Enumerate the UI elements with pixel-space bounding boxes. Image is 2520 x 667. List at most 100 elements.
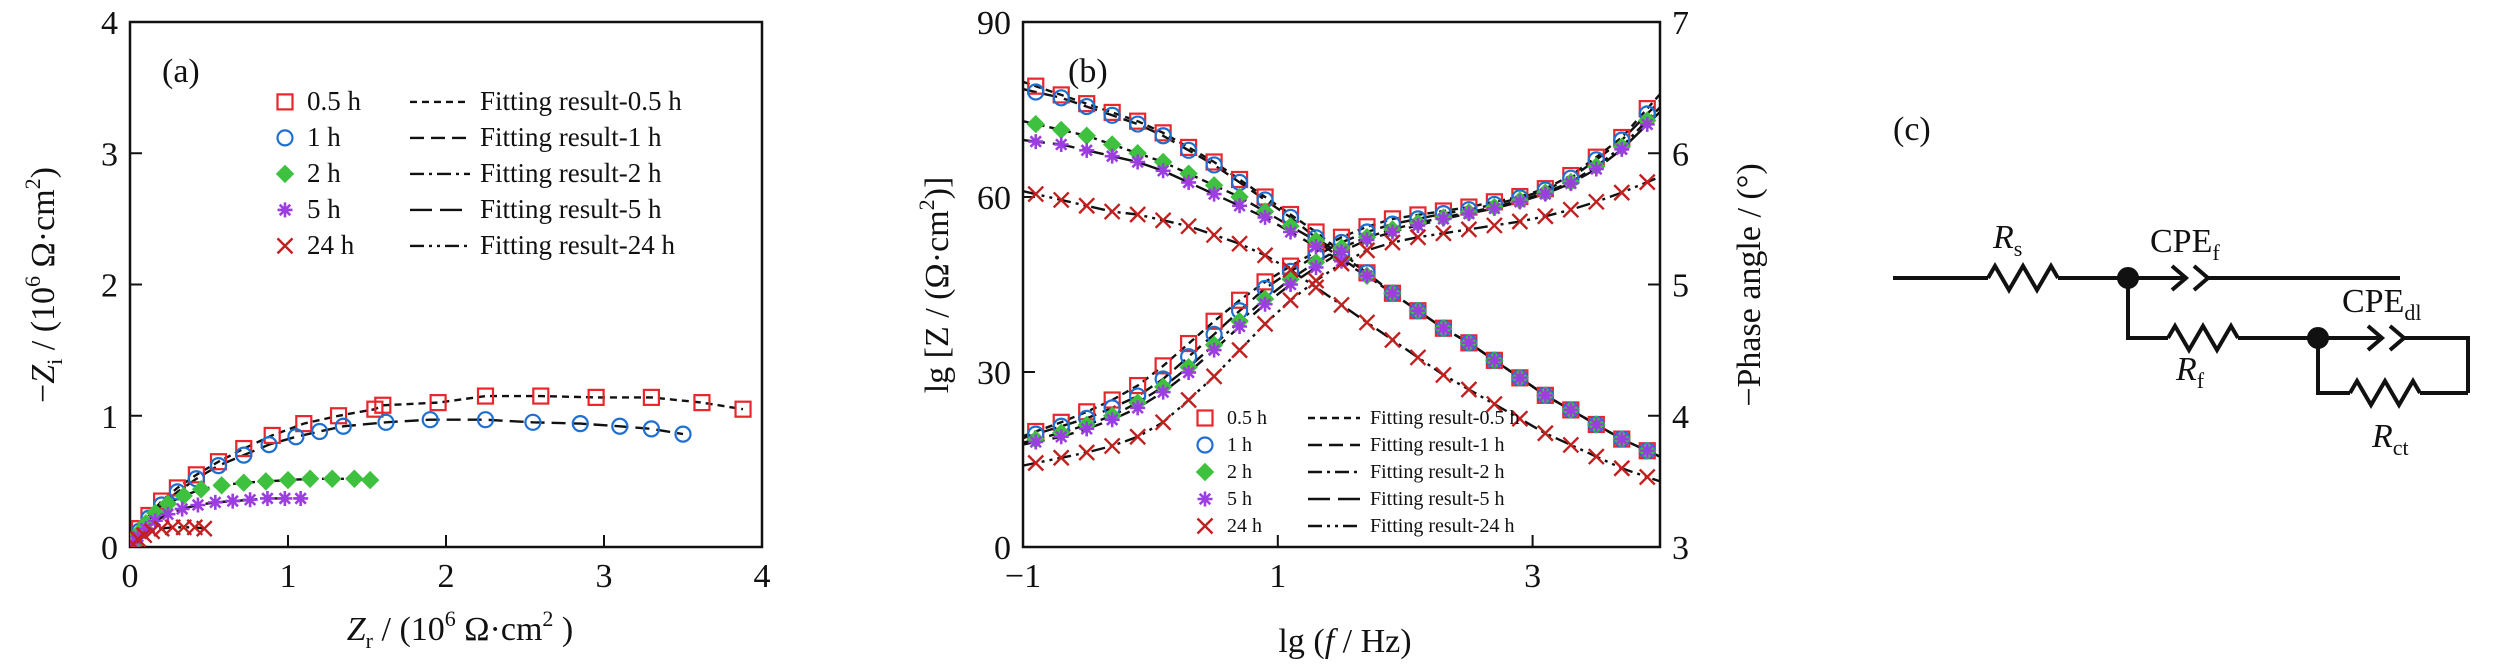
fit-curve-modulus	[1023, 99, 1660, 440]
legend-fit-label: Fitting result-24 h	[1370, 515, 1514, 537]
panel-label-b: (b)	[1068, 53, 1108, 90]
data-point	[190, 497, 206, 513]
data-point-modulus	[1231, 341, 1248, 359]
data-point	[421, 411, 439, 429]
branch-wire	[2126, 278, 2168, 340]
data-point-phase	[1562, 436, 1580, 454]
legend-entry-label: 5 h	[1227, 488, 1252, 510]
branch-wire-4	[2404, 336, 2470, 393]
data-point	[524, 413, 542, 431]
data-point-modulus	[1079, 421, 1095, 437]
data-point-phase	[1205, 226, 1223, 244]
legend-entry-label: 2 h	[307, 158, 341, 188]
x-tick-label-b: 3	[1524, 558, 1541, 595]
x-tick-label-a: 3	[596, 558, 613, 595]
data-point	[734, 400, 752, 418]
data-point	[345, 469, 364, 488]
data-point	[300, 469, 320, 488]
data-point	[174, 501, 190, 517]
data-point	[135, 526, 153, 544]
data-point-modulus	[1384, 224, 1400, 240]
data-point-modulus	[1129, 428, 1147, 446]
data-point-modulus	[1536, 207, 1554, 225]
legend-fit-label: Fitting result-1 h	[480, 122, 662, 152]
data-point-phase	[1358, 314, 1376, 331]
data-point	[138, 521, 154, 537]
data-point-phase	[1205, 156, 1223, 174]
fit-curve-modulus	[1023, 93, 1660, 438]
data-point	[293, 490, 309, 506]
data-point-modulus	[1563, 175, 1579, 191]
y-tick-label-a: 3	[101, 136, 118, 173]
fit-curve	[130, 418, 684, 547]
data-point-modulus	[1205, 312, 1223, 330]
data-point-modulus	[1410, 217, 1426, 233]
data-point-phase	[1129, 115, 1147, 133]
data-point	[225, 493, 241, 509]
resistor-rf	[2166, 322, 2240, 354]
data-point	[377, 413, 395, 431]
data-point-modulus	[1587, 193, 1605, 211]
data-point-phase	[1384, 285, 1400, 301]
fit-curve-modulus	[1023, 175, 1660, 467]
data-point	[195, 520, 213, 537]
data-point-modulus	[1435, 224, 1452, 242]
legend-fit-label: Fitting result-24 h	[480, 230, 675, 260]
data-point-phase	[1052, 120, 1071, 140]
data-point-modulus	[1358, 242, 1376, 259]
data-point	[235, 446, 253, 464]
data-point-phase	[1028, 134, 1044, 150]
fit-curve	[130, 394, 744, 547]
data-point	[260, 436, 278, 454]
data-point-phase	[1461, 335, 1477, 351]
data-point-phase	[1103, 203, 1121, 220]
legend-marker	[276, 93, 294, 111]
data-point	[259, 490, 275, 506]
legend-marker	[276, 129, 294, 147]
data-point	[191, 480, 211, 499]
data-point	[476, 387, 495, 405]
x-tick-label-b: −1	[1005, 558, 1041, 595]
data-point	[571, 415, 589, 433]
data-point-modulus	[1511, 213, 1529, 230]
legend-marker	[1197, 491, 1213, 507]
data-point-modulus	[1027, 454, 1045, 472]
legend-entry-label: 1 h	[307, 122, 341, 152]
data-point	[334, 417, 352, 435]
legend-marker	[1196, 409, 1214, 427]
y-tick-label-a: 1	[101, 399, 118, 436]
data-point	[693, 394, 711, 412]
data-point-phase	[1308, 239, 1324, 255]
data-point-modulus	[1639, 116, 1655, 132]
x-tick-label-a: 1	[280, 558, 297, 595]
data-point-modulus	[1256, 273, 1274, 291]
data-point-modulus	[1154, 357, 1172, 375]
data-point-phase	[1130, 154, 1146, 170]
data-point-modulus	[1078, 444, 1096, 461]
data-point	[295, 415, 313, 433]
data-point-modulus	[1256, 315, 1274, 333]
x-axis-label-b: lg (f / Hz)	[1278, 623, 1411, 660]
label-cpe-dl: CPEdl	[2342, 283, 2421, 325]
data-point-phase	[1026, 114, 1045, 134]
legend-marker	[277, 202, 293, 218]
data-point-phase	[1052, 89, 1070, 107]
y-tick-label-b: 60	[977, 180, 1011, 217]
data-point-modulus	[1588, 161, 1604, 177]
y2-tick-label-b: 3	[1672, 530, 1689, 567]
data-point	[476, 411, 495, 429]
data-point-phase	[1180, 217, 1197, 235]
legend-marker	[1195, 462, 1215, 482]
data-point	[311, 422, 329, 441]
data-point-modulus	[1638, 173, 1656, 191]
data-points-b	[1026, 77, 1657, 486]
data-point-phase	[1307, 279, 1325, 296]
data-point-phase	[1154, 127, 1172, 145]
data-point-phase	[1409, 349, 1427, 366]
data-point-modulus	[1409, 228, 1427, 246]
x-tick-label-a: 0	[122, 558, 139, 595]
legend-entry-label: 2 h	[1227, 461, 1252, 483]
data-point	[242, 492, 258, 508]
